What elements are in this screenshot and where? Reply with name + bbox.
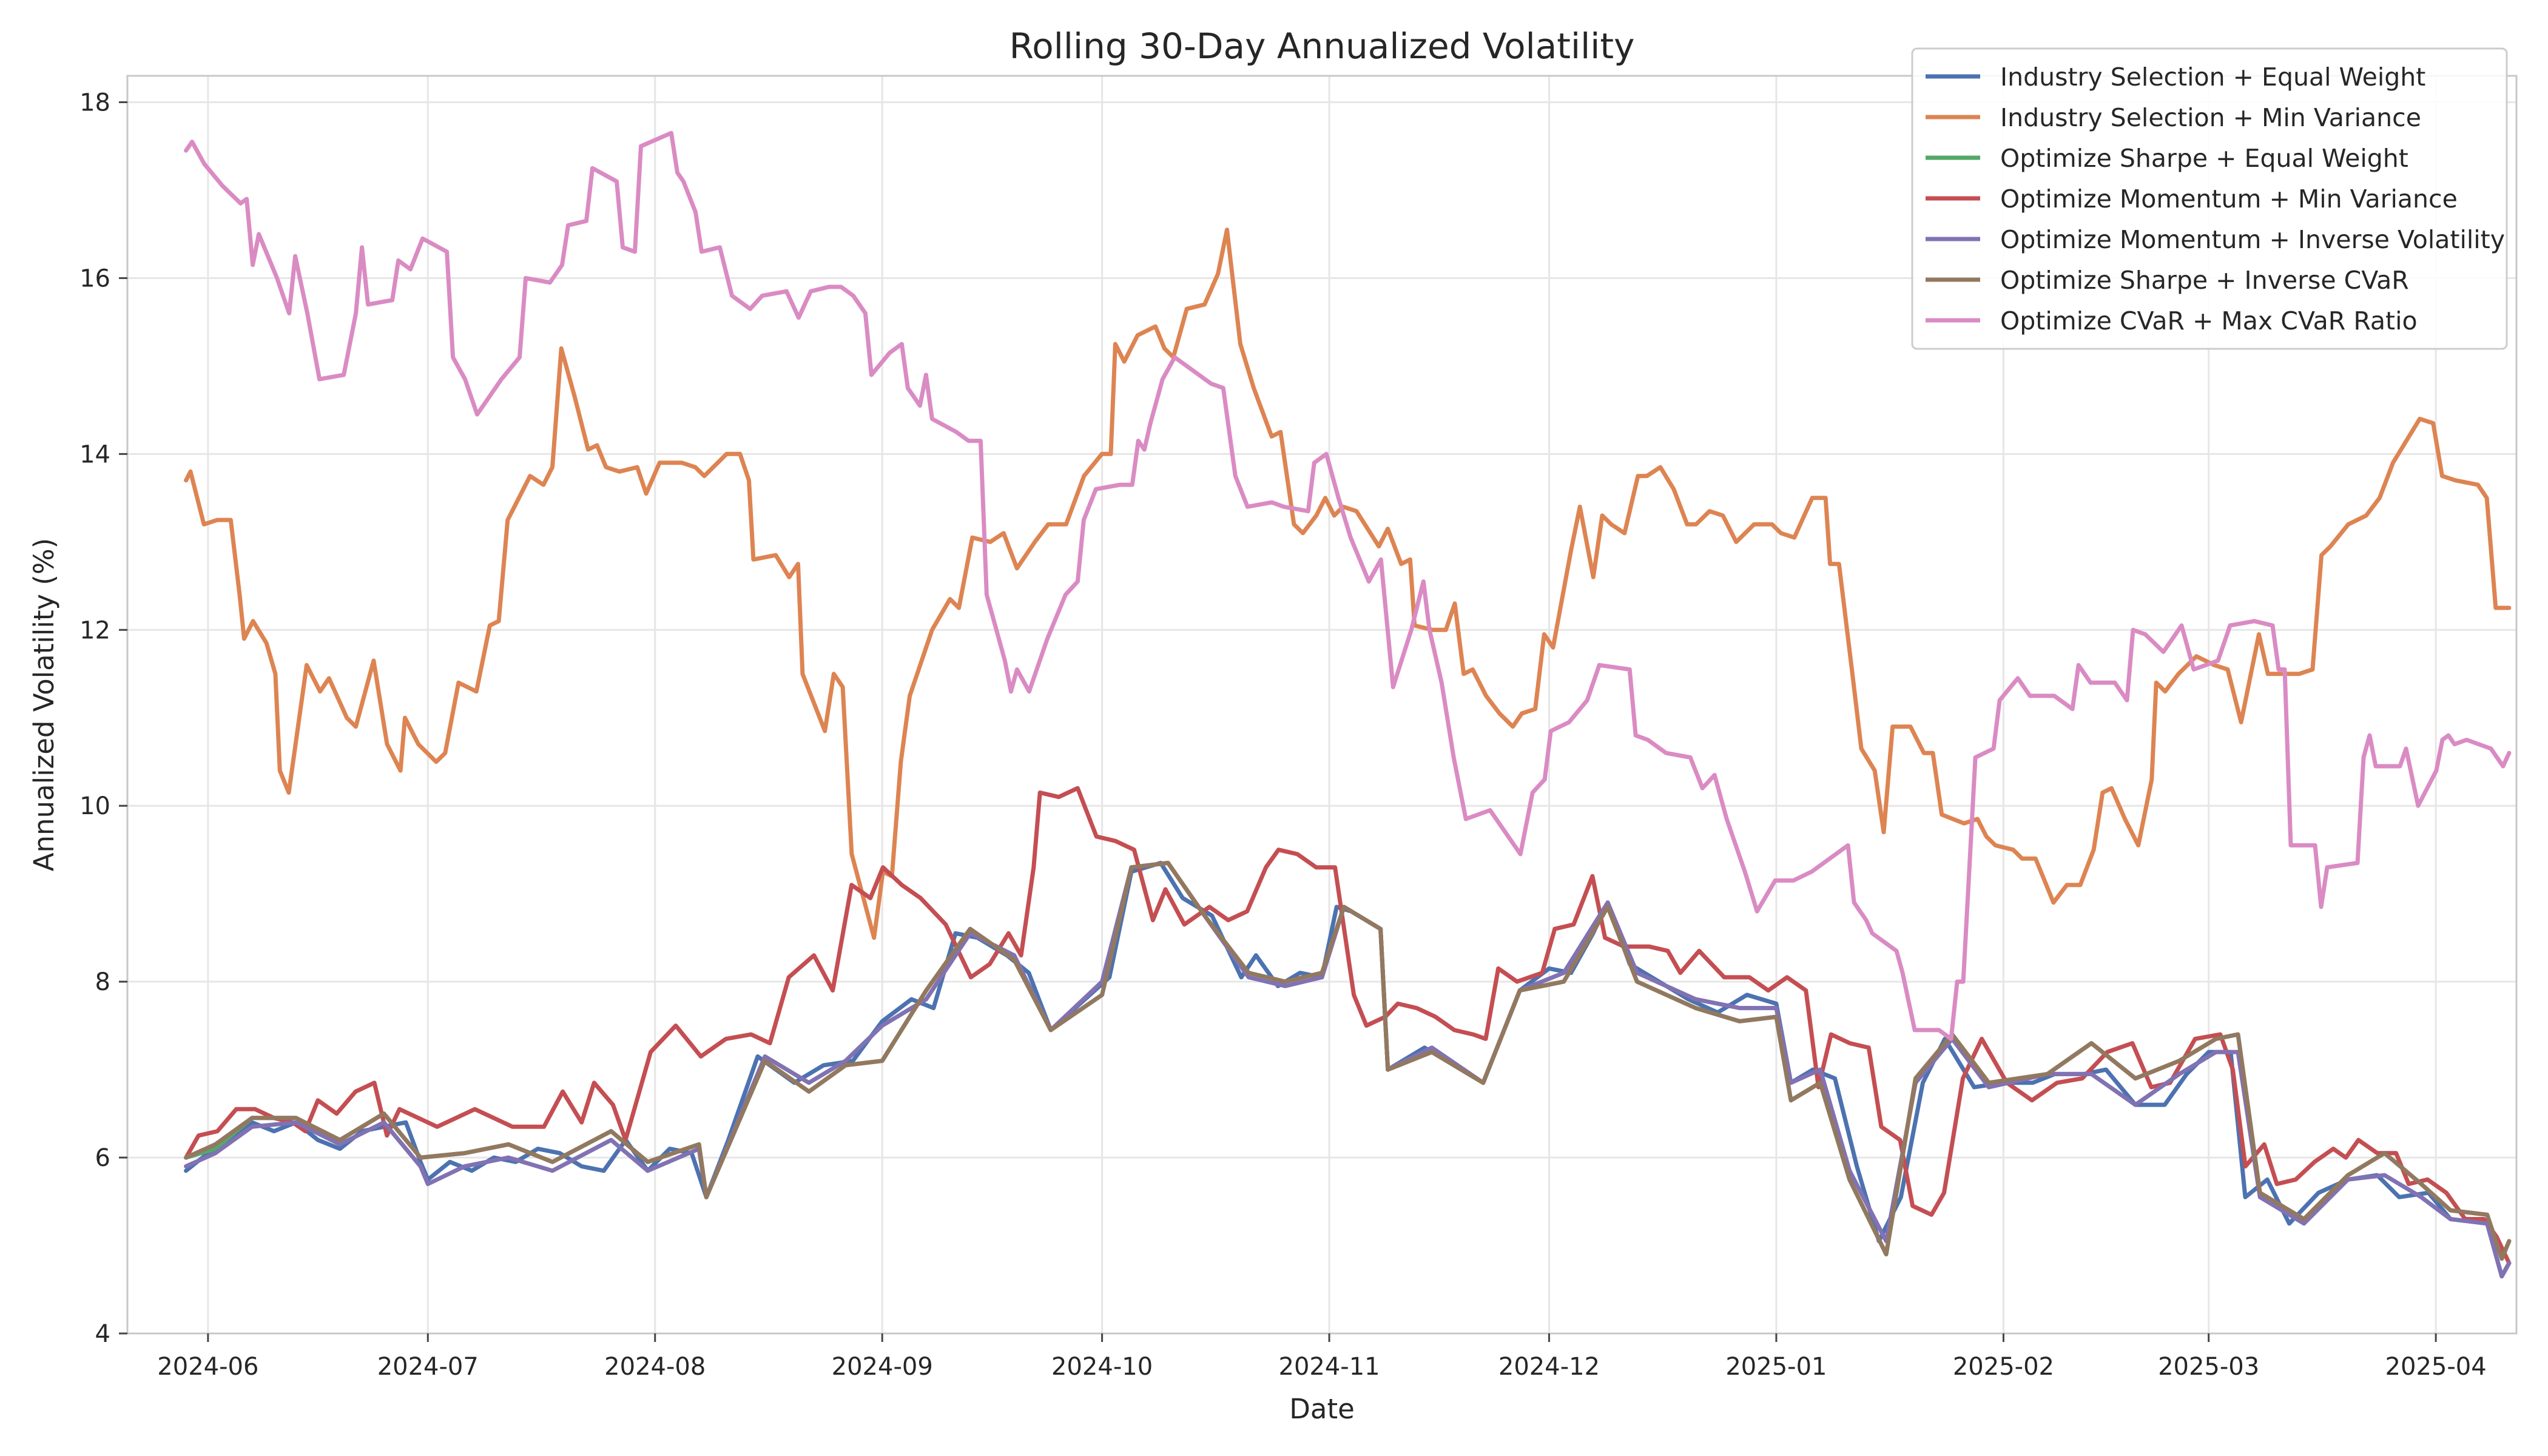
y-tick-label: 6 bbox=[95, 1144, 110, 1172]
x-tick-label: 2024-09 bbox=[832, 1353, 933, 1381]
legend-entry: Optimize Momentum + Inverse Volatility bbox=[2000, 225, 2505, 254]
x-tick-label: 2024-12 bbox=[1498, 1353, 1600, 1381]
y-axis-ticks: 4 6 8 10 12 14 16 18 bbox=[79, 89, 127, 1348]
legend-entry: Industry Selection + Min Variance bbox=[2000, 103, 2421, 132]
legend-entry: Optimize Momentum + Min Variance bbox=[2000, 184, 2458, 214]
x-axis-label: Date bbox=[1289, 1393, 1355, 1425]
y-tick-label: 4 bbox=[95, 1320, 110, 1348]
y-tick-label: 10 bbox=[79, 792, 110, 820]
series-line-optimize-momentum-min-variance bbox=[184, 786, 2512, 1266]
x-tick-label: 2024-10 bbox=[1051, 1353, 1153, 1381]
y-tick-label: 8 bbox=[95, 968, 110, 996]
x-axis-ticks: 2024-06 2024-07 2024-08 2024-09 2024-10 2024-… bbox=[157, 1333, 2487, 1381]
legend-entry: Optimize Sharpe + Equal Weight bbox=[2000, 144, 2408, 173]
legend-entry: Optimize Sharpe + Inverse CVaR bbox=[2000, 266, 2409, 295]
legend: Industry Selection + Equal Weight Industr… bbox=[1911, 47, 2508, 350]
legend-entry: Optimize CVaR + Max CVaR Ratio bbox=[2000, 306, 2418, 335]
series-line-optimize-sharpe-inverse-cvar bbox=[184, 860, 2512, 1261]
series-layer bbox=[184, 130, 2512, 1279]
y-tick-label: 14 bbox=[79, 440, 110, 468]
y-tick-label: 18 bbox=[79, 89, 110, 116]
x-tick-label: 2024-07 bbox=[377, 1353, 479, 1381]
series-line-optimize-cvar-max-cvar-ratio bbox=[184, 130, 2512, 1041]
x-tick-label: 2024-11 bbox=[1279, 1353, 1380, 1381]
y-tick-label: 16 bbox=[79, 265, 110, 292]
x-tick-label: 2024-08 bbox=[604, 1353, 706, 1381]
x-tick-label: 2024-06 bbox=[157, 1353, 258, 1381]
x-tick-label: 2025-03 bbox=[2158, 1353, 2259, 1381]
x-tick-label: 2025-01 bbox=[1725, 1353, 1827, 1381]
legend-entry: Industry Selection + Equal Weight bbox=[2000, 62, 2425, 92]
legend-box bbox=[1911, 47, 2508, 350]
plot-frame bbox=[126, 75, 2518, 1335]
chart-title: Rolling 30-Day Annualized Volatility bbox=[1009, 25, 1635, 67]
x-tick-label: 2025-04 bbox=[2385, 1353, 2487, 1381]
y-axis-label: Annualized Volatility (%) bbox=[28, 538, 60, 872]
x-tick-label: 2025-02 bbox=[1953, 1353, 2054, 1381]
series-line-industry-selection-min-variance bbox=[184, 228, 2512, 940]
y-tick-label: 12 bbox=[79, 616, 110, 644]
